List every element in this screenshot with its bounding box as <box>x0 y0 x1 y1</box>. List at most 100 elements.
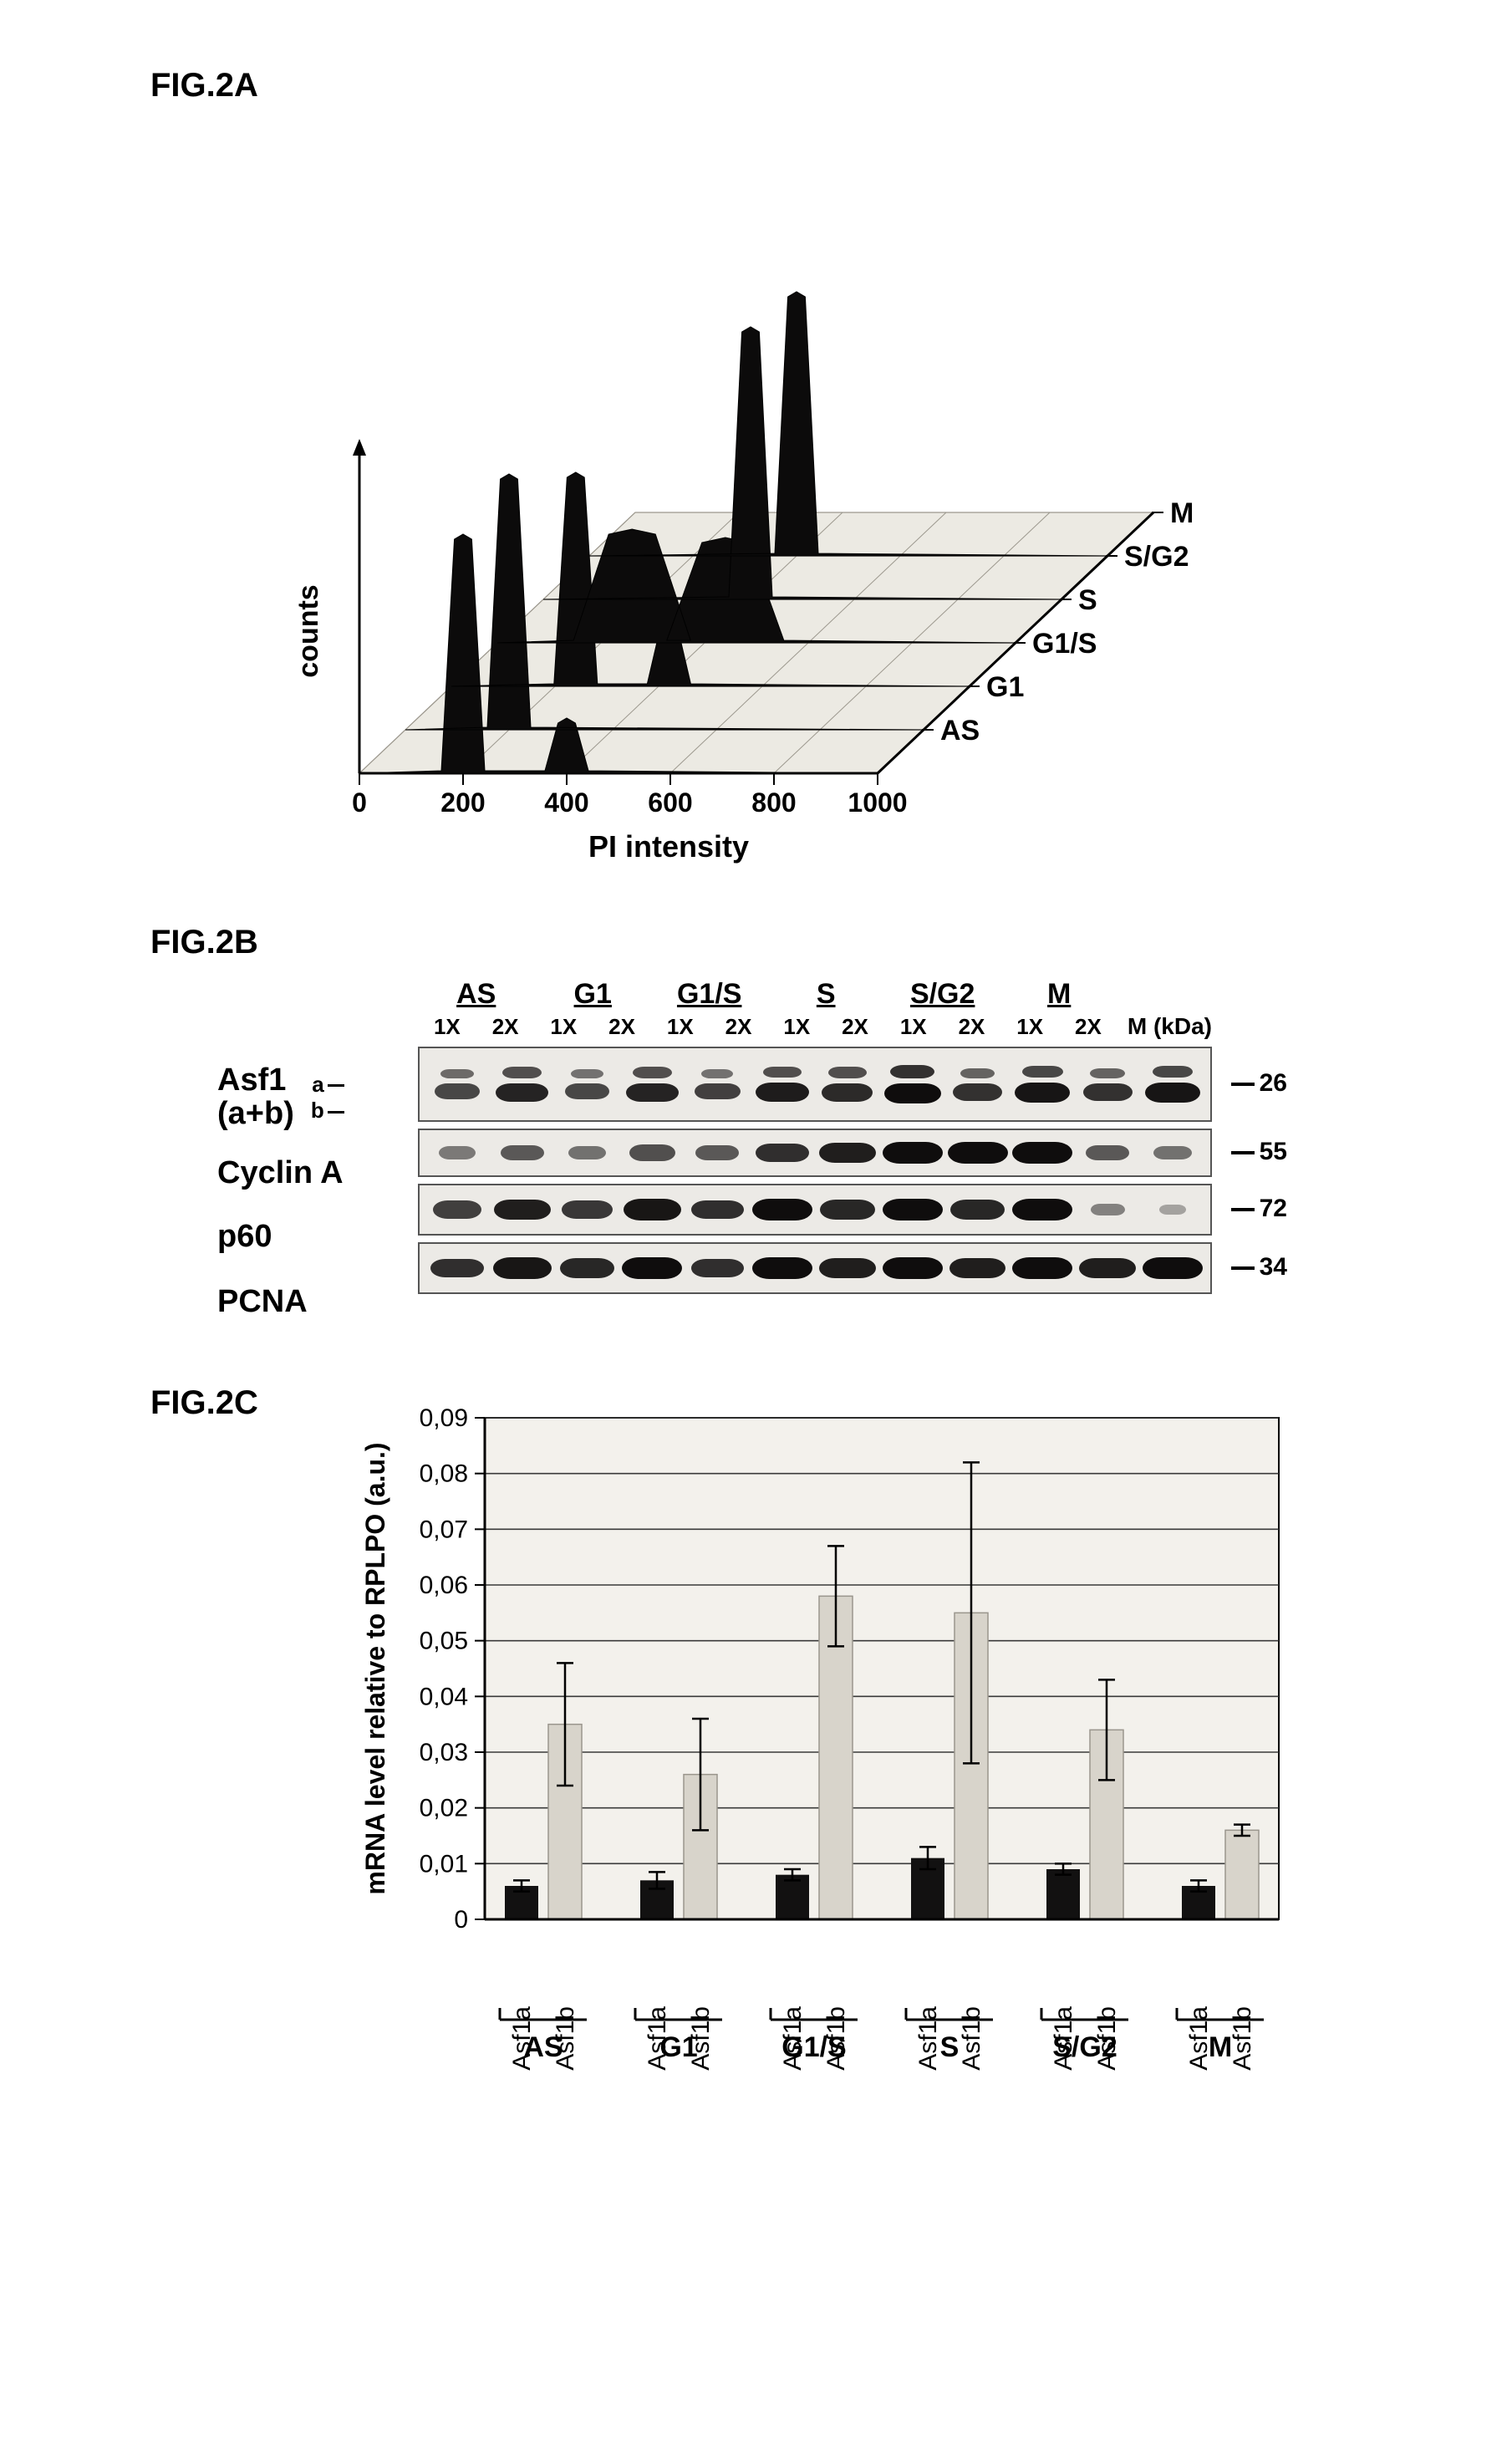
fig2b-lane-header: 2X <box>826 1014 884 1040</box>
svg-text:0,03: 0,03 <box>420 1739 468 1766</box>
fig2b-band-cell <box>685 1048 750 1120</box>
fig2b-band-cell <box>1140 1185 1205 1234</box>
fig2b-band-cell <box>815 1185 880 1234</box>
fig2b-band-cell <box>490 1244 555 1292</box>
fig2b-band-cell <box>815 1048 880 1120</box>
fig2b-band-cell <box>750 1048 815 1120</box>
svg-text:0,04: 0,04 <box>420 1683 468 1710</box>
fig2b-band-cell <box>490 1048 555 1120</box>
fig2b-band-cell <box>880 1048 945 1120</box>
fig2a-label: FIG.2A <box>150 67 1362 104</box>
fig2b-band-cell <box>945 1244 1011 1292</box>
fig2b-band-cell <box>945 1185 1011 1234</box>
fig2b-band-cell <box>1010 1130 1075 1175</box>
svg-text:PI intensity: PI intensity <box>588 829 749 864</box>
fig2b-band-cell <box>425 1244 490 1292</box>
fig2b-band-cell <box>1075 1130 1140 1175</box>
fig2b-band-cell <box>1075 1048 1140 1120</box>
fig2b-lanes: ASG1G1/SSS/G2M 1X2X1X2X1X2X1X2X1X2X1X2X … <box>418 978 1212 1294</box>
svg-text:G1/S: G1/S <box>781 2031 846 2063</box>
svg-text:Asf1b: Asf1b <box>1229 2006 1256 2071</box>
fig2b-band-cell <box>619 1185 685 1234</box>
fig2b-band-cell <box>750 1130 815 1175</box>
fig2b-band-cell <box>945 1048 1011 1120</box>
svg-text:S: S <box>940 2031 960 2063</box>
fig2b-blot-strip <box>418 1184 1212 1236</box>
fig2c-bar-chart: 00,010,020,030,040,050,060,070,080,09mRN… <box>343 1384 1346 2137</box>
fig2b-phase-header: S/G2 <box>884 978 1000 1011</box>
svg-text:800: 800 <box>751 787 796 818</box>
fig2b-band-cell <box>555 1244 620 1292</box>
fig2b-container: Asf1(a+b) abCyclin Ap60PCNA ASG1G1/SSS/G… <box>217 978 1362 1334</box>
fig2b-band-cell <box>815 1244 880 1292</box>
fig2b-mw-value: 34 <box>1231 1253 1287 1282</box>
fig2b-mw-value: 72 <box>1231 1195 1287 1223</box>
svg-text:400: 400 <box>544 787 588 818</box>
fig2b-band-cell <box>880 1185 945 1234</box>
fig2b-phase-header: S <box>767 978 883 1011</box>
svg-text:AS: AS <box>940 715 980 747</box>
fig2b-panel: FIG.2B Asf1(a+b) abCyclin Ap60PCNA ASG1G… <box>150 924 1362 1334</box>
fig2b-blots: 26557234 <box>418 1047 1212 1294</box>
svg-text:0,08: 0,08 <box>420 1460 468 1488</box>
svg-text:Asf1b: Asf1b <box>958 2006 985 2071</box>
fig2b-band-cell <box>619 1130 685 1175</box>
svg-text:S/G2: S/G2 <box>1052 2031 1117 2063</box>
fig2b-band-cell <box>945 1130 1011 1175</box>
fig2a-chart-container: 02004006008001000countsPI intensityASG1G… <box>234 121 1237 874</box>
fig2b-band-cell <box>555 1185 620 1234</box>
svg-text:0: 0 <box>352 787 367 818</box>
fig2b-lane-header: 2X <box>1059 1014 1117 1040</box>
svg-text:AS: AS <box>523 2031 563 2063</box>
svg-text:0,07: 0,07 <box>420 1516 468 1543</box>
fig2b-blot-strip <box>418 1047 1212 1122</box>
fig2b-band-cell <box>685 1244 750 1292</box>
fig2b-band-cell <box>1010 1048 1075 1120</box>
fig2b-band-cell <box>685 1185 750 1234</box>
fig2b-band-cell <box>425 1185 490 1234</box>
fig2b-lane-headers: 1X2X1X2X1X2X1X2X1X2X1X2X <box>418 1014 1117 1040</box>
fig2b-lane-header: 2X <box>943 1014 1001 1040</box>
svg-text:Asf1a: Asf1a <box>914 2006 942 2071</box>
fig2c-label: FIG.2C <box>150 1384 343 1422</box>
svg-text:mRNA level relative to RPLPO (: mRNA level relative to RPLPO (a.u.) <box>360 1442 390 1894</box>
svg-text:G1: G1 <box>986 671 1024 703</box>
fig2b-phase-header: G1/S <box>651 978 767 1011</box>
fig2c-panel: FIG.2C 00,010,020,030,040,050,060,070,08… <box>150 1384 1362 2137</box>
svg-text:counts: counts <box>293 584 324 677</box>
fig2b-band-cell <box>425 1048 490 1120</box>
fig2b-band-cell <box>1075 1244 1140 1292</box>
fig2b-lane-header: 1X <box>418 1014 476 1040</box>
svg-text:M: M <box>1209 2031 1232 2063</box>
fig2b-band-cell <box>1010 1244 1075 1292</box>
fig2b-lane-header: 1X <box>534 1014 593 1040</box>
fig2b-band-cell <box>619 1048 685 1120</box>
svg-text:G1/S: G1/S <box>1032 628 1097 660</box>
fig2b-label: FIG.2B <box>150 924 1362 961</box>
fig2b-lane-header: 2X <box>710 1014 768 1040</box>
fig2b-mw-value: 26 <box>1231 1069 1287 1098</box>
fig2b-band-cell <box>490 1185 555 1234</box>
fig2b-band-cell <box>685 1130 750 1175</box>
fig2b-phase-header: M <box>1000 978 1117 1011</box>
fig2b-band-cell <box>619 1244 685 1292</box>
fig2b-row-label: Cyclin A <box>217 1142 418 1204</box>
fig2b-band-cell <box>425 1130 490 1175</box>
fig2b-phase-header: AS <box>418 978 534 1011</box>
fig2b-lane-header: 2X <box>593 1014 651 1040</box>
svg-text:1000: 1000 <box>848 787 907 818</box>
svg-text:0: 0 <box>454 1906 468 1934</box>
fig2b-band-cell <box>490 1130 555 1175</box>
fig2b-band-cell <box>750 1244 815 1292</box>
fig2b-band-cell <box>1075 1185 1140 1234</box>
svg-text:200: 200 <box>440 787 485 818</box>
svg-text:M: M <box>1170 497 1194 529</box>
fig2b-band-cell <box>555 1048 620 1120</box>
svg-text:S: S <box>1078 584 1097 616</box>
fig2a-3d-histogram: 02004006008001000countsPI intensityASG1G… <box>234 121 1237 874</box>
fig2b-row-label: PCNA <box>217 1269 418 1334</box>
fig2b-phase-header: G1 <box>534 978 650 1011</box>
svg-text:0,06: 0,06 <box>420 1572 468 1599</box>
fig2b-band-cell <box>1010 1185 1075 1234</box>
fig2b-lane-header: 1X <box>767 1014 826 1040</box>
